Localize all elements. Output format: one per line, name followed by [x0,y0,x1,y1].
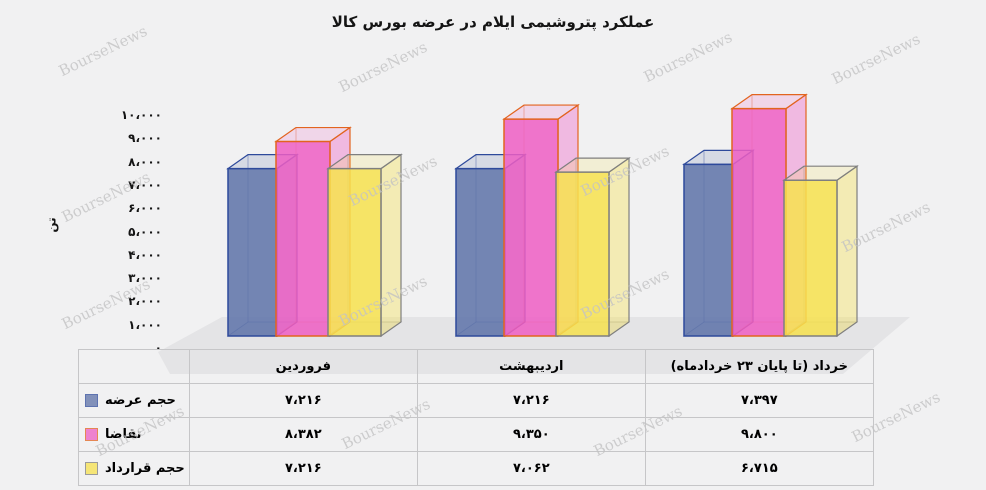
y-tick-4000: ۴،۰۰۰ [128,247,162,262]
bar-series0-group1-front [455,167,506,337]
value-cell-series2-group2: ۶،۷۱۵ [644,451,874,486]
series-label-wrap: حجم عرضه [79,385,188,417]
bar-series0-group0-front [227,167,278,337]
bar-series2-group2-side [836,165,858,338]
table-row-series1: تقاضا ۸،۳۸۲ ۹،۳۵۰ ۹،۸۰۰ [78,417,874,452]
value-cell-series1-group1: ۹،۳۵۰ [416,417,646,452]
y-tick-5000: ۵،۰۰۰ [128,224,162,239]
series-label-wrap: حجم قرارداد [79,453,188,485]
chart-title: عملکرد پتروشیمی ایلام در عرضه بورس کالا [331,13,655,31]
value-cell-series0-group0: ۷،۲۱۶ [188,383,418,418]
legend-key-icon-series1 [85,428,98,441]
table-row-series2: حجم قرارداد ۷،۲۱۶ ۷،۰۶۲ ۶،۷۱۵ [78,451,874,486]
value-cell-series0-group2: ۷،۳۹۷ [644,383,874,418]
table-header-row: فروردین اردیبهشت خرداد (تا پایان ۲۳ خردادم… [78,349,874,384]
series-name-label: تقاضا [105,427,142,442]
series-name-label: حجم قرارداد [105,461,185,476]
legend-key-icon-series0 [85,394,98,407]
y-tick-1000: ۱،۰۰۰ [128,317,162,332]
row-header-cell-series1: تقاضا [78,417,190,452]
bar-series1-group1-front [503,118,559,337]
bar-series1-group0-front [275,140,331,337]
y-tick-2000: ۲،۰۰۰ [128,294,162,309]
y-tick-9000: ۹،۰۰۰ [128,131,162,146]
table-corner-spacer [78,349,190,384]
y-tick-7000: ۷،۰۰۰ [128,177,162,192]
y-tick-6000: ۶،۰۰۰ [128,201,162,216]
bar-series2-group1-side [608,157,630,338]
column-header-month-1: اردیبهشت [416,349,646,384]
series-label-wrap: تقاضا [79,419,188,451]
bar-series2-group0-side [380,153,402,338]
bar-series2-group0-front [327,167,382,337]
y-axis-unit-label: تن [44,217,59,233]
bar-series2-group2-front [783,179,838,337]
bar-series2-group1-front [555,171,610,337]
bar-series1-group2-front [731,107,787,337]
y-tick-8000: ۸،۰۰۰ [128,154,162,169]
value-cell-series2-group1: ۷،۰۶۲ [416,451,646,486]
y-tick-0: ۰ [154,341,162,355]
value-cell-series1-group0: ۸،۳۸۲ [188,417,418,452]
value-cell-series0-group1: ۷،۲۱۶ [416,383,646,418]
value-cell-series2-group0: ۷،۲۱۶ [188,451,418,486]
row-header-cell-series2: حجم قرارداد [78,451,190,486]
legend-key-icon-series2 [85,462,98,475]
column-header-month-2: خرداد (تا پایان ۲۳ خردادماه) [644,349,874,384]
series-name-label: حجم عرضه [105,393,176,408]
value-cell-series1-group2: ۹،۸۰۰ [644,417,874,452]
y-tick-3000: ۳،۰۰۰ [128,271,162,286]
row-header-cell-series0: حجم عرضه [78,383,190,418]
table-row-series0: حجم عرضه ۷،۲۱۶ ۷،۲۱۶ ۷،۳۹۷ [78,383,874,418]
y-tick-10000: ۱۰،۰۰۰ [120,108,162,122]
data-table: فروردین اردیبهشت خرداد (تا پایان ۲۳ خردادم… [78,349,874,486]
bar-series0-group2-front [683,163,734,337]
column-header-month-0: فروردین [188,349,418,384]
